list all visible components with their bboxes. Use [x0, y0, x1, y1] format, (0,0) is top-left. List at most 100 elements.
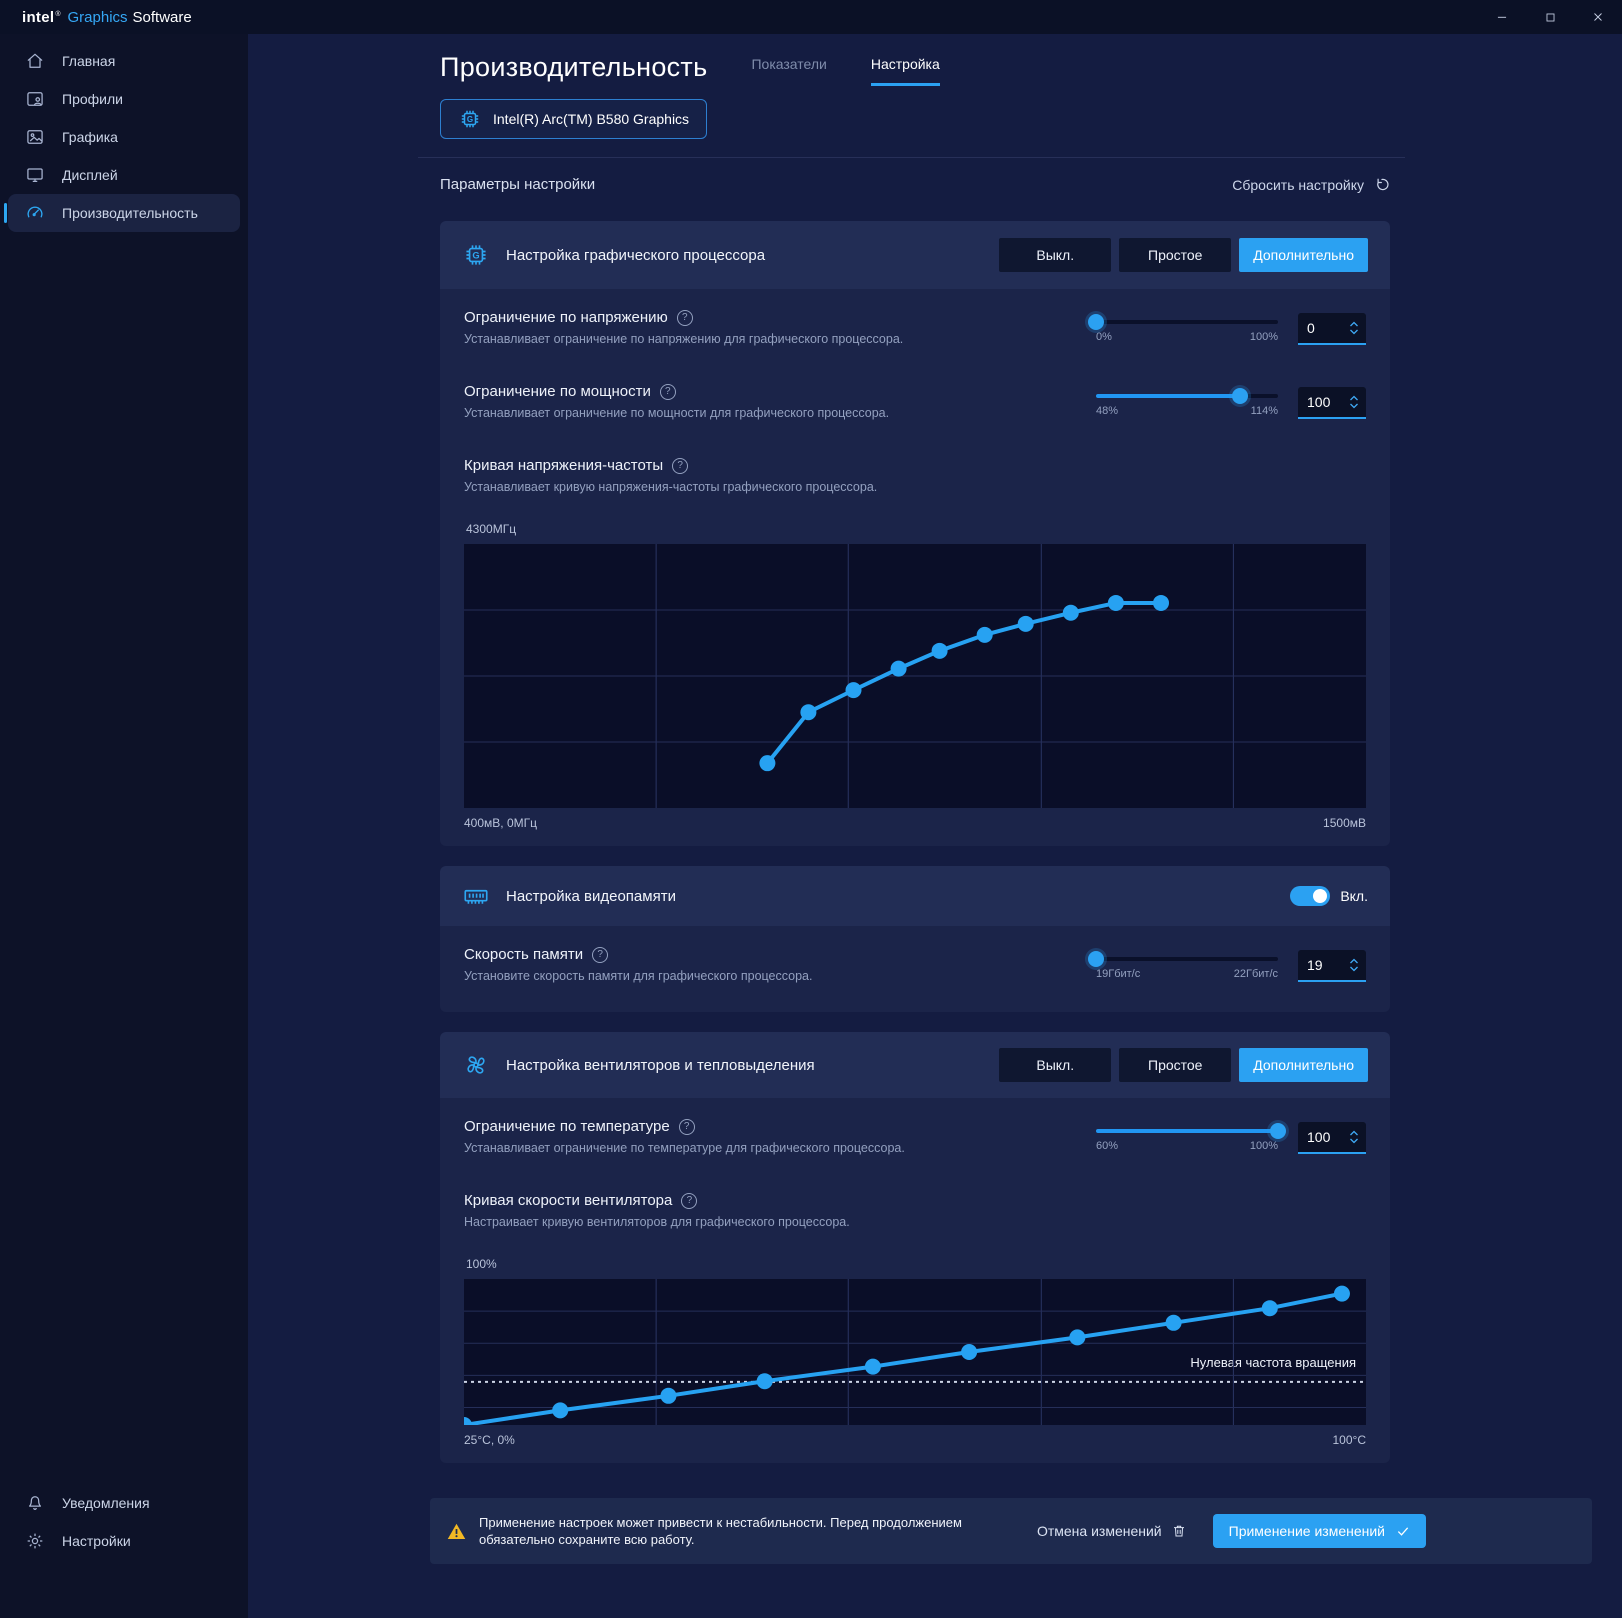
sidebar-item-display[interactable]: Дисплей [0, 156, 248, 194]
memory-speed-value: 19 [1307, 957, 1323, 973]
settings-section-title: Параметры настройки [440, 176, 596, 193]
voltage-limit-label: Ограничение по напряжению [464, 309, 668, 326]
power-limit-slider[interactable]: 48% 114% [1096, 387, 1278, 417]
memory-speed-slider[interactable]: 19Гбит/с 22Гбит/с [1088, 950, 1278, 980]
maximize-button[interactable] [1526, 0, 1574, 34]
chevron-up-icon [1350, 395, 1358, 401]
slider-max-label: 22Гбит/с [1233, 968, 1278, 980]
memory-speed-description: Установите скорость памяти для графическ… [464, 969, 813, 983]
help-icon[interactable]: ? [676, 309, 693, 326]
spinner-arrows[interactable] [1349, 395, 1359, 409]
chevron-down-icon [1350, 966, 1358, 972]
chart-point[interactable] [961, 1344, 978, 1360]
fan-mode-advanced-button[interactable]: Дополнительно [1239, 1048, 1368, 1082]
spinner-arrows[interactable] [1349, 1130, 1359, 1144]
sidebar-item-home[interactable]: Главная [0, 42, 248, 80]
fan-icon [462, 1051, 490, 1079]
gpu-mode-off-button[interactable]: Выкл. [999, 238, 1112, 272]
warning-icon [447, 1523, 466, 1539]
tab-tuning[interactable]: Настройка [870, 56, 940, 86]
close-button[interactable] [1574, 0, 1622, 34]
voltage-limit-description: Устанавливает ограничение по напряжению … [464, 332, 904, 346]
gpu-mode-buttons: Выкл. Простое Дополнительно [999, 238, 1368, 272]
check-icon [1397, 1527, 1409, 1536]
vf-curve-row: Кривая напряжения-частоты ? Устанавливае… [464, 437, 1366, 500]
svg-text:G: G [467, 115, 473, 124]
fan-curve-description: Настраивает кривую вентиляторов для граф… [464, 1215, 850, 1229]
voltage-limit-slider[interactable]: 0% 100% [1088, 313, 1278, 343]
titlebar: intel ® Graphics Software [0, 0, 1622, 34]
chart-point[interactable] [759, 755, 776, 772]
reset-settings-label: Сбросить настройку [1232, 176, 1364, 193]
spinner-arrows[interactable] [1349, 958, 1359, 972]
help-icon[interactable]: ? [672, 457, 689, 474]
chart-point[interactable] [1333, 1285, 1350, 1302]
chart-point[interactable] [756, 1373, 773, 1390]
performance-icon [25, 203, 45, 223]
fan-mode-buttons: Выкл. Простое Дополнительно [999, 1048, 1368, 1082]
apply-changes-label: Применение изменений [1228, 1523, 1385, 1539]
chart-point[interactable] [800, 704, 817, 721]
gear-icon [25, 1531, 45, 1551]
sidebar-item-notifications[interactable]: Уведомления [0, 1484, 248, 1522]
minimize-button[interactable] [1478, 0, 1526, 34]
power-limit-label: Ограничение по мощности [464, 383, 651, 400]
apply-changes-button[interactable]: Применение изменений [1212, 1514, 1426, 1548]
temp-limit-input[interactable]: 100 [1298, 1122, 1366, 1154]
chevron-down-icon [1350, 329, 1358, 335]
chart-point[interactable] [1261, 1300, 1278, 1317]
help-icon[interactable]: ? [592, 946, 609, 963]
warning-text: Применение настроек может привести к нес… [479, 1515, 962, 1547]
fan-mode-off-button[interactable]: Выкл. [999, 1048, 1112, 1082]
vf-chart-ymax-label: 4300МГц [466, 522, 517, 536]
slider-knob[interactable] [1088, 951, 1104, 967]
slider-knob[interactable] [1270, 1123, 1286, 1139]
chart-point[interactable] [660, 1387, 677, 1404]
sidebar-item-profiles[interactable]: Профили [0, 80, 248, 118]
chart-point[interactable] [464, 1417, 472, 1425]
fan-curve-chart[interactable]: Нулевая частота вращения [464, 1279, 1366, 1425]
power-limit-input[interactable]: 100 [1298, 387, 1366, 419]
gpu-mode-advanced-button[interactable]: Дополнительно [1239, 238, 1368, 272]
reset-settings-button[interactable]: Сбросить настройку [1232, 176, 1390, 193]
zero-rpm-label: Нулевая частота вращения [1190, 1354, 1356, 1370]
gpu-selector-button[interactable]: G Intel(R) Arc(TM) B580 Graphics [440, 99, 708, 139]
spinner-arrows[interactable] [1349, 321, 1359, 335]
help-icon[interactable]: ? [681, 1192, 698, 1209]
chart-point[interactable] [1069, 1329, 1086, 1346]
memory-speed-input[interactable]: 19 [1298, 950, 1366, 982]
page-title: Производительность [440, 52, 708, 82]
vf-chart-xmax-label: 1500мВ [1323, 816, 1366, 830]
cancel-changes-button[interactable]: Отмена изменений [1037, 1523, 1187, 1539]
tab-metrics[interactable]: Показатели [751, 56, 827, 72]
chart-point[interactable] [845, 682, 862, 699]
display-icon [25, 165, 45, 185]
chart-point[interactable] [1165, 1314, 1182, 1331]
chart-point[interactable] [1017, 615, 1034, 632]
temp-limit-slider[interactable]: 60% 100% [1096, 1122, 1286, 1152]
vf-curve-chart[interactable] [464, 544, 1366, 808]
gpu-card-title: Настройка графического процессора [506, 246, 766, 264]
chart-point[interactable] [864, 1358, 881, 1375]
gpu-mode-simple-button[interactable]: Простое [1119, 238, 1232, 272]
chart-point[interactable] [1062, 604, 1079, 621]
slider-knob[interactable] [1231, 388, 1248, 404]
logo-graphics: Graphics [67, 8, 128, 26]
chart-point[interactable] [1153, 594, 1169, 611]
fan-mode-simple-button[interactable]: Простое [1119, 1048, 1232, 1082]
slider-knob[interactable] [1088, 314, 1104, 330]
chart-point[interactable] [1107, 594, 1124, 611]
memory-toggle[interactable] [1290, 886, 1331, 906]
sidebar-item-graphics[interactable]: Графика [0, 118, 248, 156]
fan-curve-row: Кривая скорости вентилятора ? Настраивае… [464, 1172, 1366, 1235]
help-icon[interactable]: ? [678, 1118, 695, 1135]
sidebar: Главная Профили Графика Дисплей Производ… [0, 34, 248, 1618]
chart-point[interactable] [890, 660, 907, 677]
sidebar-item-performance[interactable]: Производительность [4, 194, 240, 232]
voltage-limit-input[interactable]: 0 [1298, 313, 1366, 345]
sidebar-item-settings[interactable]: Настройки [0, 1522, 248, 1560]
help-icon[interactable]: ? [659, 383, 676, 400]
chart-point[interactable] [552, 1402, 569, 1419]
chart-point[interactable] [931, 642, 948, 659]
chart-point[interactable] [976, 626, 993, 643]
